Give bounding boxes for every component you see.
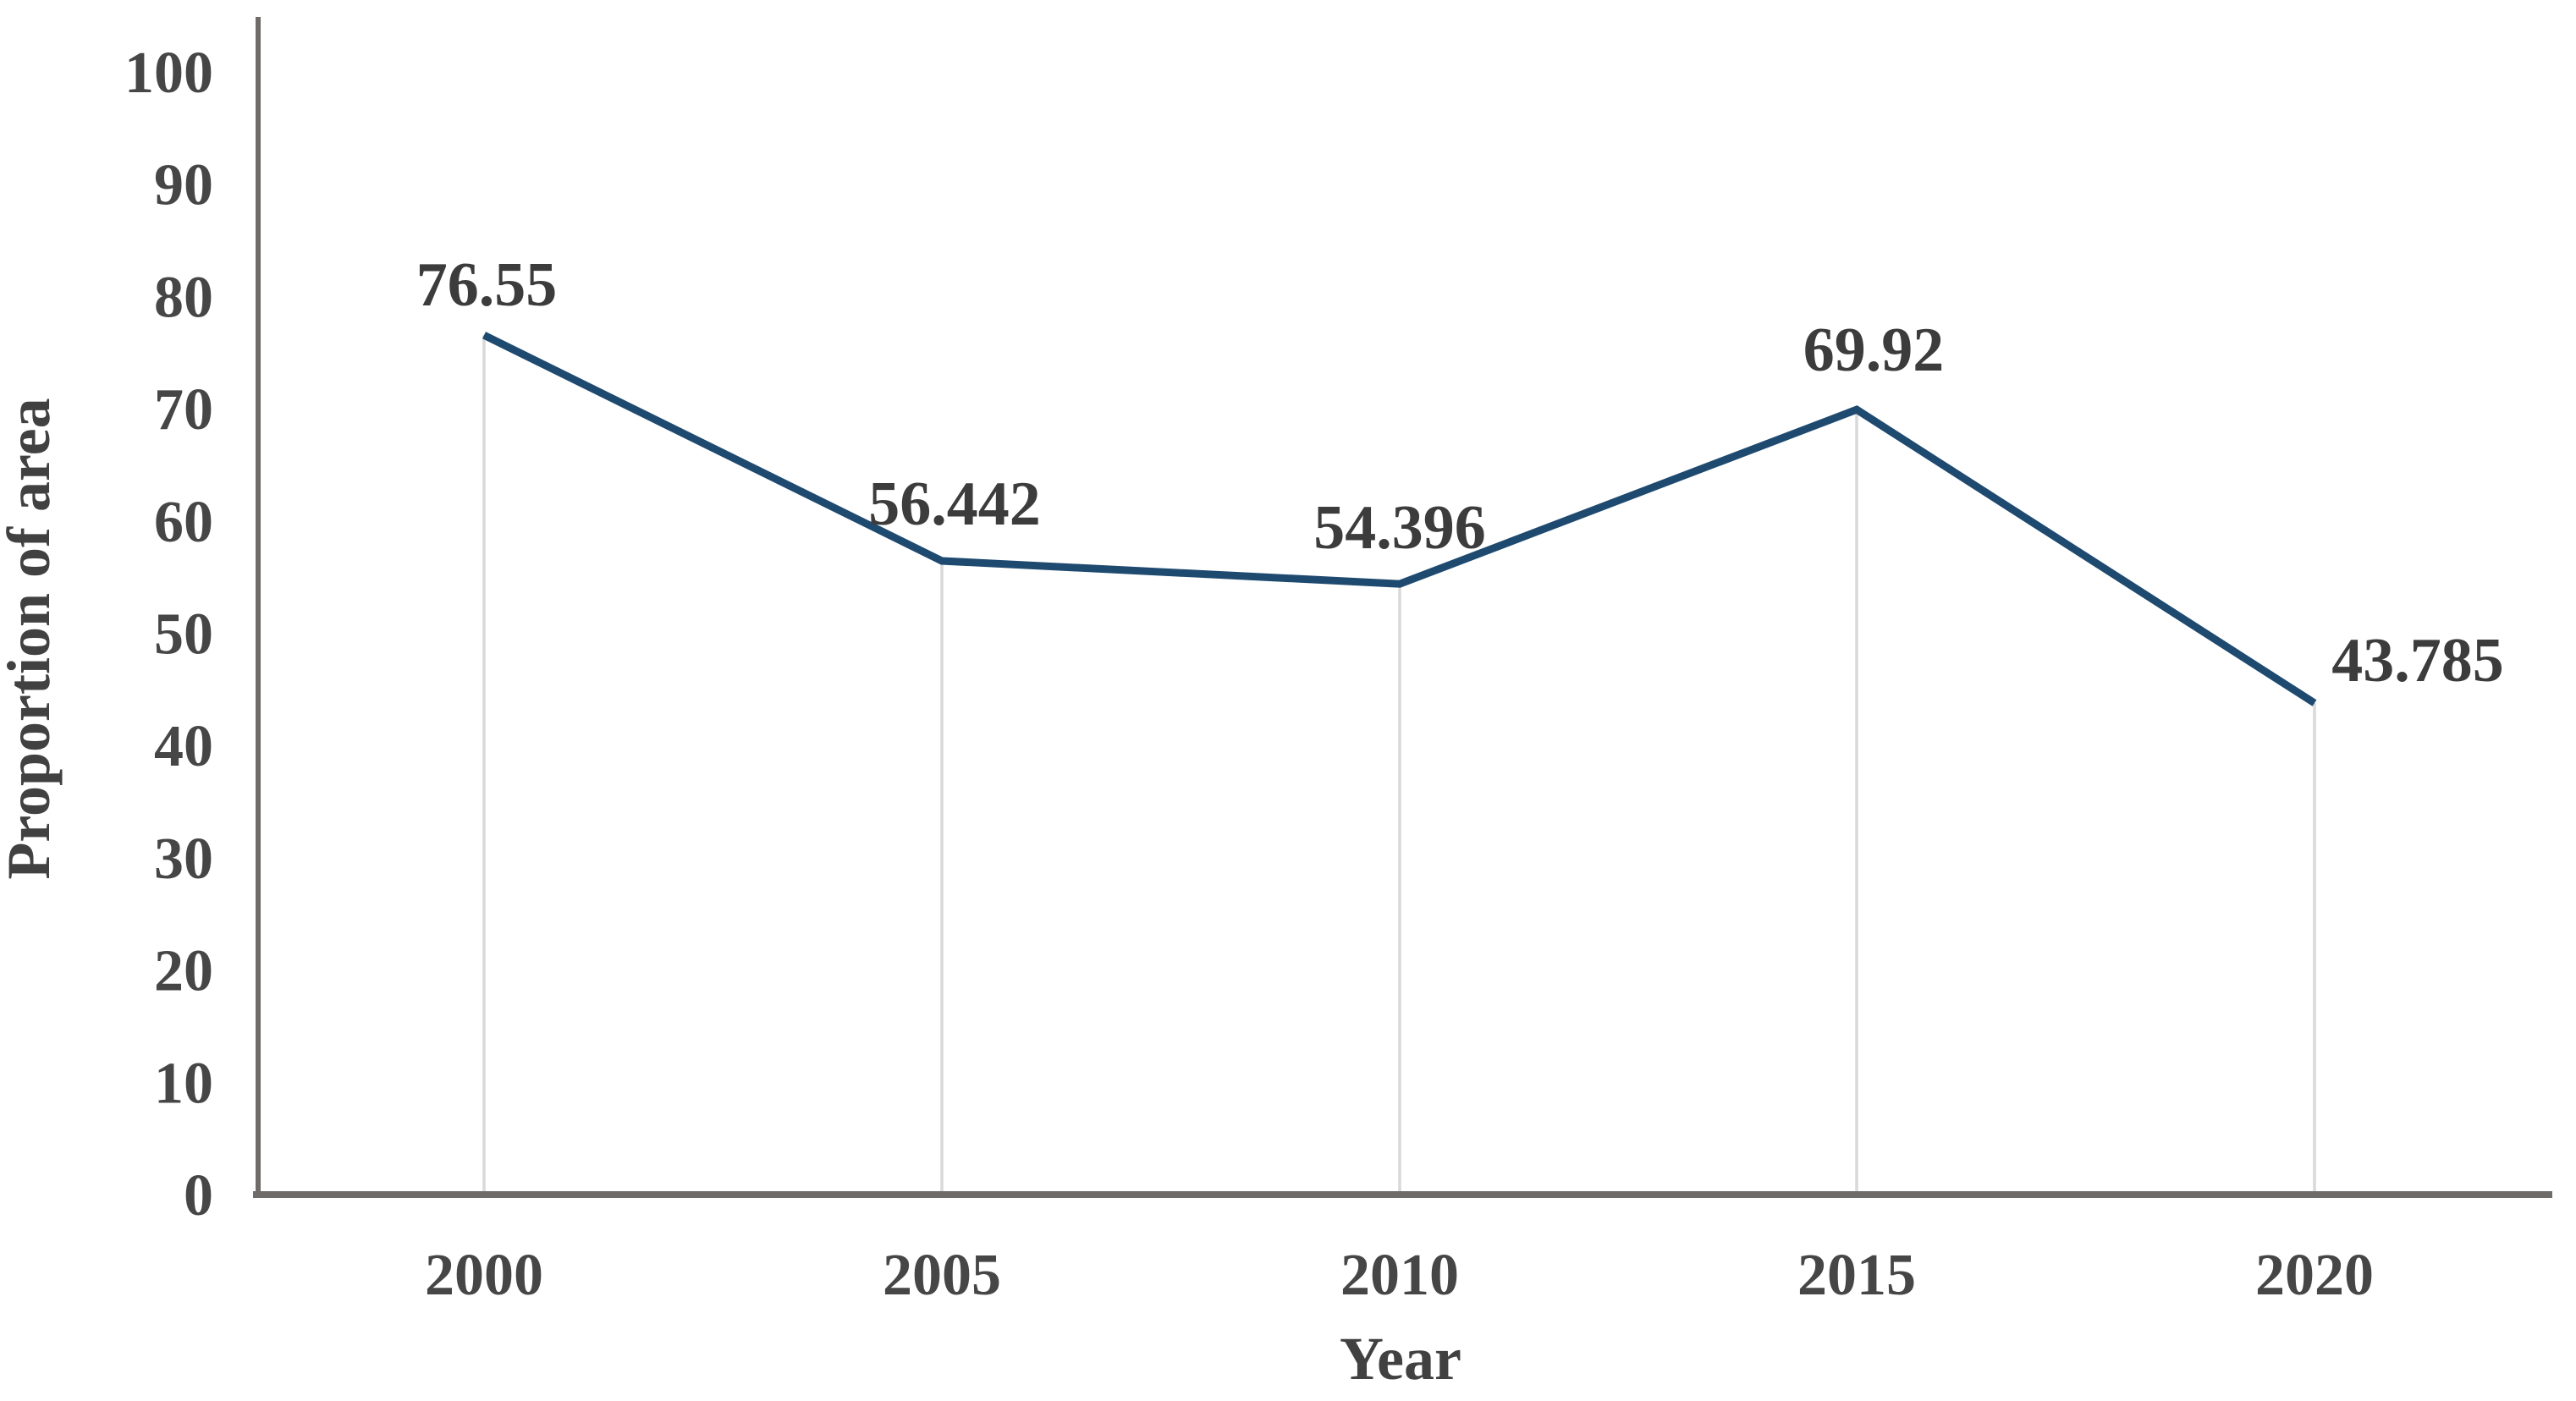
x-tick-label: 2005	[883, 1243, 1001, 1308]
y-axis-tick-labels-group: 0 10 20 30 40 50 60 70 80 90 100	[124, 41, 213, 1228]
data-point-labels-group: 76.55 56.442 54.396 69.92 43.785	[416, 250, 2504, 695]
x-tick-label: 2010	[1340, 1243, 1459, 1308]
data-point-label: 69.92	[1803, 316, 1945, 385]
y-axis-title: Proportion of area	[0, 398, 63, 879]
y-tick-label: 30	[154, 827, 213, 892]
series-line-proportion-of-area	[482, 332, 2317, 706]
data-point-label: 76.55	[416, 250, 558, 320]
y-tick-label: 60	[154, 490, 213, 555]
y-tick-label: 40	[154, 714, 213, 779]
x-tick-label: 2015	[1797, 1243, 1916, 1308]
data-point-label: 56.442	[868, 470, 1041, 539]
x-axis-title: Year	[1340, 1325, 1461, 1393]
y-tick-label: 80	[154, 265, 213, 330]
series-line-group	[482, 332, 2317, 706]
y-tick-label: 20	[154, 939, 213, 1004]
x-tick-label: 2020	[2255, 1243, 2374, 1308]
y-tick-label: 70	[154, 377, 213, 442]
x-tick-label: 2000	[425, 1243, 543, 1308]
y-tick-label: 0	[184, 1163, 213, 1228]
x-axis-tick-labels-group: 2000 2005 2010 2015 2020	[425, 1243, 2374, 1308]
y-tick-label: 50	[154, 602, 213, 668]
data-point-label: 54.396	[1313, 493, 1486, 563]
drop-lines-group	[482, 335, 2316, 1195]
y-tick-label: 10	[154, 1051, 213, 1116]
y-tick-label: 90	[154, 153, 213, 218]
axes-group	[253, 17, 2552, 1198]
data-point-label: 43.785	[2331, 626, 2504, 695]
y-tick-label: 100	[124, 41, 213, 106]
